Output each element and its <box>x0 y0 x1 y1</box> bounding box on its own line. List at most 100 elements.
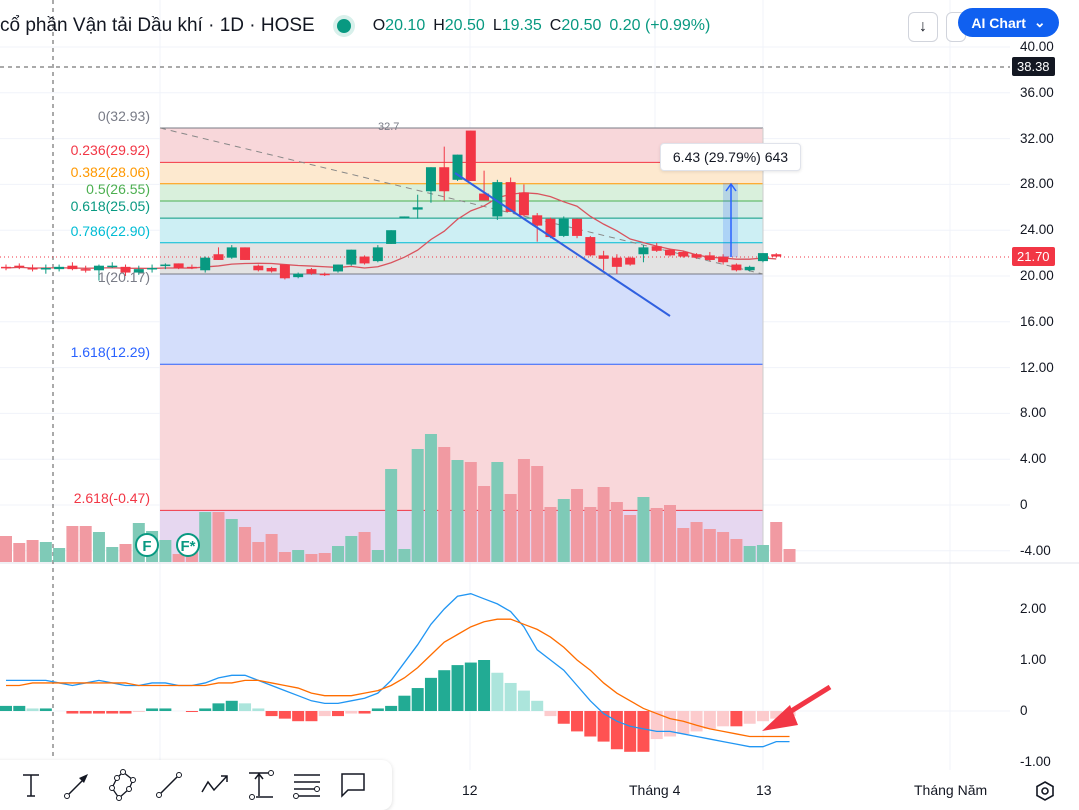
change-value: 0.20 (+0.99%) <box>609 17 711 34</box>
candle-body <box>585 237 596 256</box>
fib-zone <box>160 201 763 219</box>
candle-body <box>572 218 583 236</box>
low-value: 19.35 <box>501 17 542 34</box>
volume-bar <box>79 526 92 562</box>
volume-bar <box>637 497 650 562</box>
volume-bar <box>743 546 756 562</box>
price-range-icon <box>249 770 274 800</box>
macd-histogram-bar <box>571 711 584 732</box>
macd-histogram-bar <box>610 711 623 750</box>
volume-bar <box>398 549 411 562</box>
volume-bar <box>332 546 344 562</box>
price-axis-label: -4.00 <box>1020 542 1051 558</box>
volume-bar <box>411 449 424 562</box>
open-value: 20.10 <box>385 17 426 34</box>
volume-bar <box>92 532 105 562</box>
close-value: 20.50 <box>561 17 602 34</box>
fib-level-label: 0(32.93) <box>97 107 150 124</box>
candle-body <box>226 247 237 258</box>
candle-body <box>120 266 131 273</box>
candle-body <box>133 269 144 273</box>
volume-bar <box>385 469 398 562</box>
candle-body <box>771 254 782 257</box>
price-axis-label: 28.00 <box>1020 176 1054 192</box>
volume-bar <box>783 549 796 562</box>
candle-body <box>665 249 675 256</box>
callout-tool[interactable] <box>330 765 376 805</box>
measure-tooltip: 6.43 (29.79%) 643 <box>660 143 801 171</box>
macd-histogram-bar <box>690 711 703 732</box>
fib-tool[interactable] <box>284 765 330 805</box>
price-axis-label: 4.00 <box>1020 451 1047 467</box>
event-badge-icon <box>176 533 200 557</box>
fib-level-label: 1.618(12.29) <box>70 344 150 361</box>
candle-body <box>545 218 556 238</box>
fib-level-label: 0.5(26.55) <box>86 181 150 197</box>
macd-histogram-bar <box>756 711 769 722</box>
candle-body <box>253 265 264 271</box>
volume-bar <box>730 539 743 562</box>
path-icon <box>201 775 228 793</box>
candle-body <box>279 264 290 279</box>
macd-histogram-bar <box>358 711 371 714</box>
drawing-toolbar <box>0 760 392 810</box>
arrow-tool[interactable] <box>54 765 100 805</box>
candle-body <box>359 256 370 264</box>
volume-bar <box>371 550 384 562</box>
macd-histogram-bar <box>26 708 39 711</box>
open-label: O <box>372 17 386 34</box>
path-tool[interactable] <box>192 765 238 805</box>
macd-histogram-bar <box>478 660 491 711</box>
chevron-down-icon: ⌄ <box>1033 14 1046 30</box>
volume-bar <box>39 542 52 562</box>
annotation-arrowhead <box>762 705 798 731</box>
ai-chart-button[interactable]: AI Chart ⌄ <box>958 8 1059 37</box>
macd-histogram-bar <box>92 711 105 714</box>
macd-histogram-bar <box>743 711 756 724</box>
trendline-icon <box>156 772 182 798</box>
macd-histogram-bar <box>265 711 278 717</box>
text-tool[interactable] <box>8 765 54 805</box>
trendline-tool[interactable] <box>146 765 192 805</box>
candle-body <box>532 215 543 226</box>
fib-level-label: 0.382(28.06) <box>70 163 150 180</box>
symbol-header: cổ phần Vận tải Dầu khí · 1D · HOSE O20.… <box>0 8 710 44</box>
macd-histogram-bar <box>252 708 265 711</box>
price-range-tool[interactable] <box>238 765 284 805</box>
tool-partial[interactable] <box>0 765 8 805</box>
signal-line <box>6 618 790 738</box>
macd-histogram-bar <box>385 705 398 711</box>
candle-body <box>691 254 702 258</box>
candle-body <box>518 192 529 216</box>
macd-histogram-bar <box>13 705 26 711</box>
candle-body <box>160 264 171 267</box>
macd-histogram-bar <box>544 711 557 717</box>
pattern-tool[interactable] <box>100 765 146 805</box>
macd-histogram-bar <box>504 682 517 711</box>
macd-axis-label: 0 <box>1020 703 1028 718</box>
macd-histogram-bar <box>292 711 305 722</box>
macd-histogram-bar <box>597 711 610 742</box>
fib-level-label: 0.236(29.92) <box>70 142 150 159</box>
macd-histogram-bar <box>185 711 198 713</box>
volume-bar <box>544 507 557 562</box>
macd-histogram-bar <box>278 711 291 719</box>
macd-axis-label: -1.00 <box>1020 754 1051 769</box>
volume-bar <box>571 489 584 562</box>
candle-body <box>439 167 450 192</box>
moving-average-line <box>5 192 777 270</box>
volume-bar <box>358 532 371 562</box>
macd-histogram-bar <box>318 711 331 717</box>
text-icon <box>23 774 39 797</box>
settings-gear-icon[interactable] <box>1034 780 1056 802</box>
volume-bar <box>305 554 318 562</box>
close-label: C <box>549 17 562 34</box>
price-axis-label: 40.00 <box>1020 39 1054 54</box>
price-axis-label: 32.00 <box>1020 130 1054 146</box>
macd-histogram-bar <box>79 711 92 714</box>
candle-body <box>27 267 38 270</box>
download-button[interactable]: ↓ <box>908 12 938 42</box>
macd-histogram-bar <box>557 711 570 724</box>
volume-bar <box>597 487 610 562</box>
